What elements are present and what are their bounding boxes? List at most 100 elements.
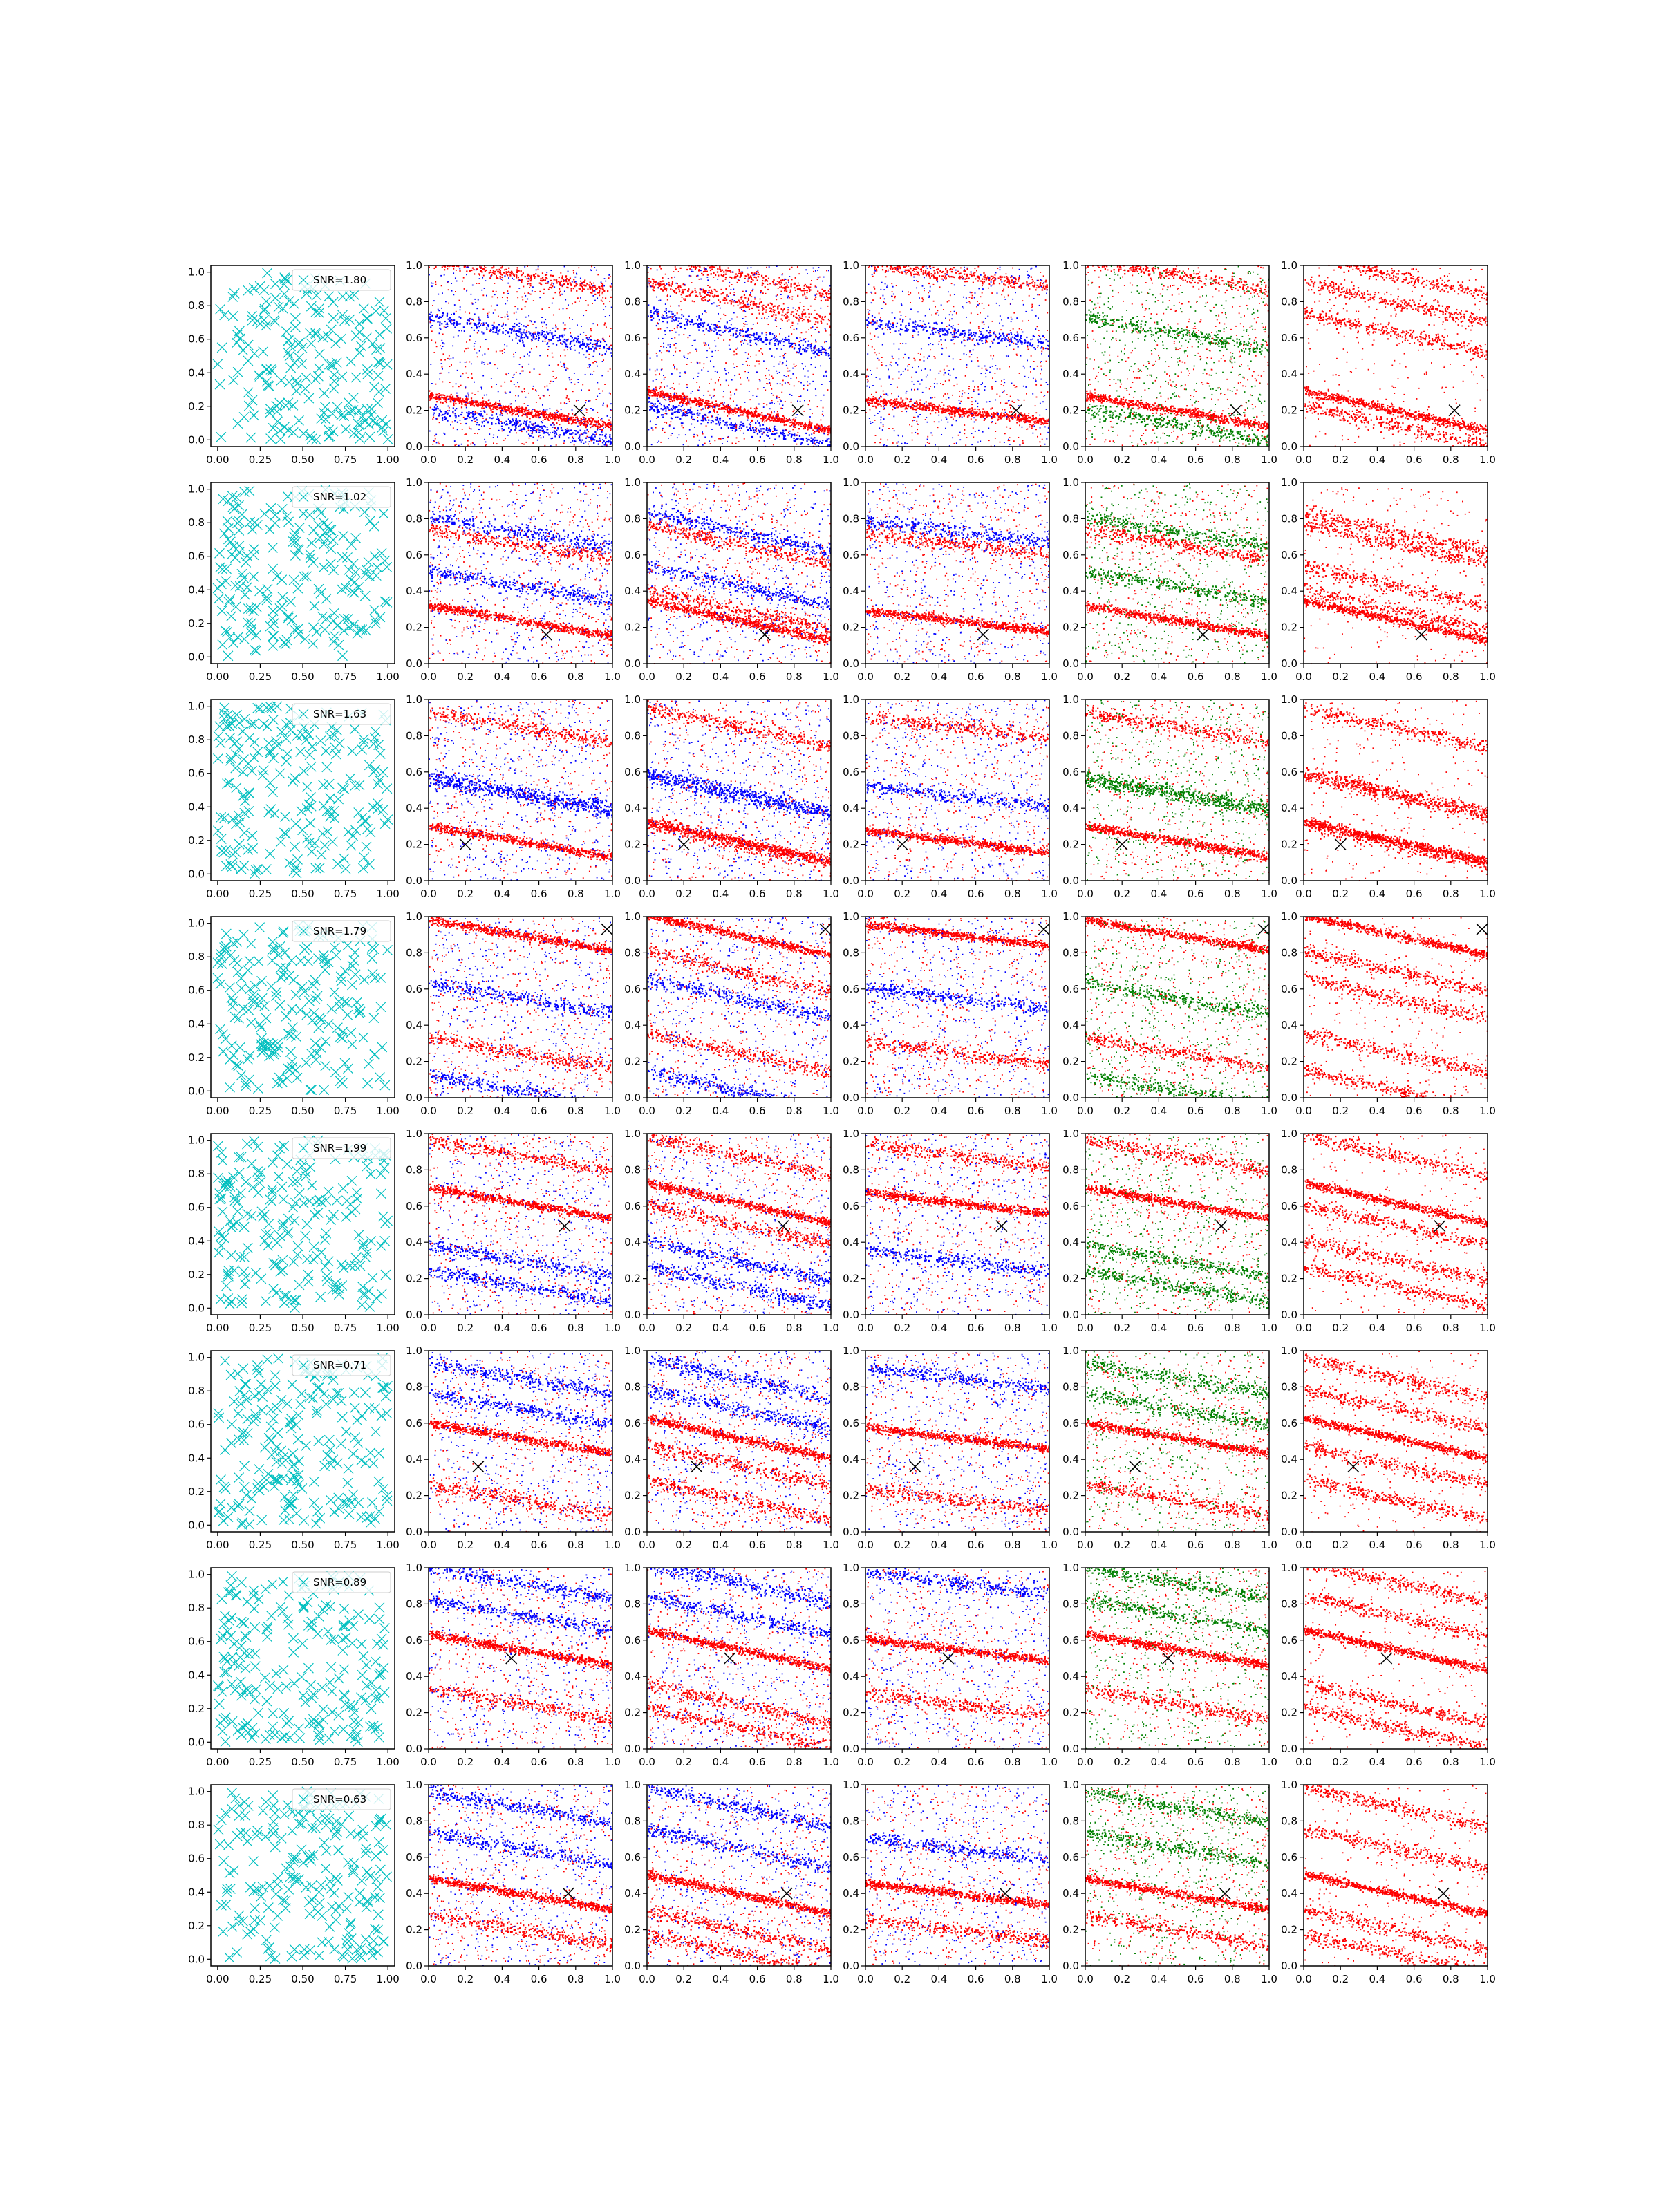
scatter-point: [523, 325, 524, 326]
scatter-point: [483, 269, 485, 270]
scatter-point: [501, 426, 503, 427]
scatter-point: [694, 397, 695, 399]
scatter-point: [455, 417, 456, 418]
scatter-point: [512, 411, 513, 412]
scatter-point: [800, 290, 802, 291]
scatter-point: [518, 326, 520, 327]
scatter-point: [581, 433, 582, 435]
scatter-point: [765, 390, 766, 391]
scatter-point: [688, 294, 690, 296]
scatter-point: [482, 422, 483, 424]
scatter-point: [748, 411, 749, 413]
scatter-point: [683, 289, 684, 290]
scatter-point: [735, 413, 736, 414]
scatter-point: [773, 415, 774, 417]
scatter-point: [750, 302, 751, 303]
scatter-point: [727, 424, 728, 426]
scatter-point: [661, 289, 662, 290]
scatter-point: [570, 344, 571, 345]
scatter-point: [465, 423, 467, 424]
scatter-point: [582, 341, 583, 342]
scatter-point: [572, 417, 574, 418]
scatter-point: [500, 276, 501, 277]
scatter-point: [675, 261, 677, 262]
scatter-point: [760, 436, 761, 438]
scatter-point: [560, 339, 561, 341]
scatter-point: [480, 346, 481, 348]
scatter-point: [827, 434, 829, 435]
scatter-point: [653, 318, 654, 319]
scatter-point: [697, 420, 698, 421]
scatter-point: [516, 386, 517, 387]
scatter-point: [821, 322, 822, 324]
scatter-point: [433, 417, 434, 418]
scatter-point: [448, 289, 449, 290]
scatter-point: [505, 334, 506, 335]
scatter-point: [495, 327, 496, 328]
scatter-point: [480, 319, 481, 321]
scatter-point: [561, 344, 563, 345]
cross-point: [328, 361, 337, 371]
scatter-point: [505, 271, 507, 272]
scatter-point: [451, 283, 452, 284]
scatter-point: [436, 346, 438, 347]
scatter-point: [690, 293, 691, 294]
scatter-point: [472, 268, 474, 269]
scatter-point: [494, 310, 496, 311]
scatter-point: [803, 290, 805, 291]
scatter-point: [476, 308, 478, 309]
scatter-point: [444, 401, 446, 402]
scatter-point: [528, 274, 529, 276]
scatter-point: [503, 440, 505, 441]
scatter-point: [603, 346, 605, 347]
cross-point: [362, 314, 371, 324]
scatter-point: [559, 434, 561, 435]
scatter-point: [673, 313, 674, 315]
scatter-point: [528, 411, 529, 413]
scatter-point: [769, 431, 771, 432]
cross-point: [324, 292, 334, 301]
scatter-point: [662, 259, 663, 261]
scatter-point: [529, 332, 531, 334]
scatter-point: [554, 413, 555, 414]
scatter-point: [542, 277, 543, 279]
scatter-point: [762, 419, 764, 420]
scatter-point: [556, 326, 557, 328]
scatter-point: [724, 424, 725, 426]
scatter-point: [766, 332, 767, 333]
scatter-point: [676, 259, 677, 261]
scatter-point: [733, 335, 734, 336]
scatter-point: [778, 340, 780, 341]
scatter-point: [552, 338, 554, 339]
scatter-point: [690, 263, 691, 265]
scatter-point: [510, 404, 512, 405]
scatter-point: [471, 397, 472, 399]
scatter-point: [543, 436, 544, 438]
scatter-point: [725, 422, 727, 424]
x-tick-label: 0.00: [206, 453, 229, 466]
cross-point: [220, 310, 229, 320]
scatter-point: [602, 442, 603, 443]
scatter-point: [722, 420, 724, 422]
scatter-point: [507, 424, 508, 425]
scatter-point: [678, 285, 679, 287]
scatter-point: [659, 283, 660, 285]
scatter-point: [442, 382, 443, 383]
scatter-point: [695, 323, 697, 324]
scatter-point: [547, 418, 549, 420]
scatter-point: [461, 444, 462, 445]
scatter-point: [541, 427, 543, 429]
scatter-point: [591, 292, 592, 294]
scatter-point: [478, 429, 480, 430]
scatter-point: [471, 270, 472, 271]
scatter-point: [718, 406, 720, 407]
scatter-point: [439, 332, 440, 334]
scatter-point: [704, 292, 705, 293]
scatter-point: [582, 339, 583, 340]
scatter-point: [703, 290, 704, 292]
scatter-point: [777, 306, 778, 308]
scatter-point: [592, 285, 594, 286]
scatter-point: [491, 267, 493, 268]
scatter-point: [481, 290, 482, 291]
scatter-point: [771, 420, 773, 421]
